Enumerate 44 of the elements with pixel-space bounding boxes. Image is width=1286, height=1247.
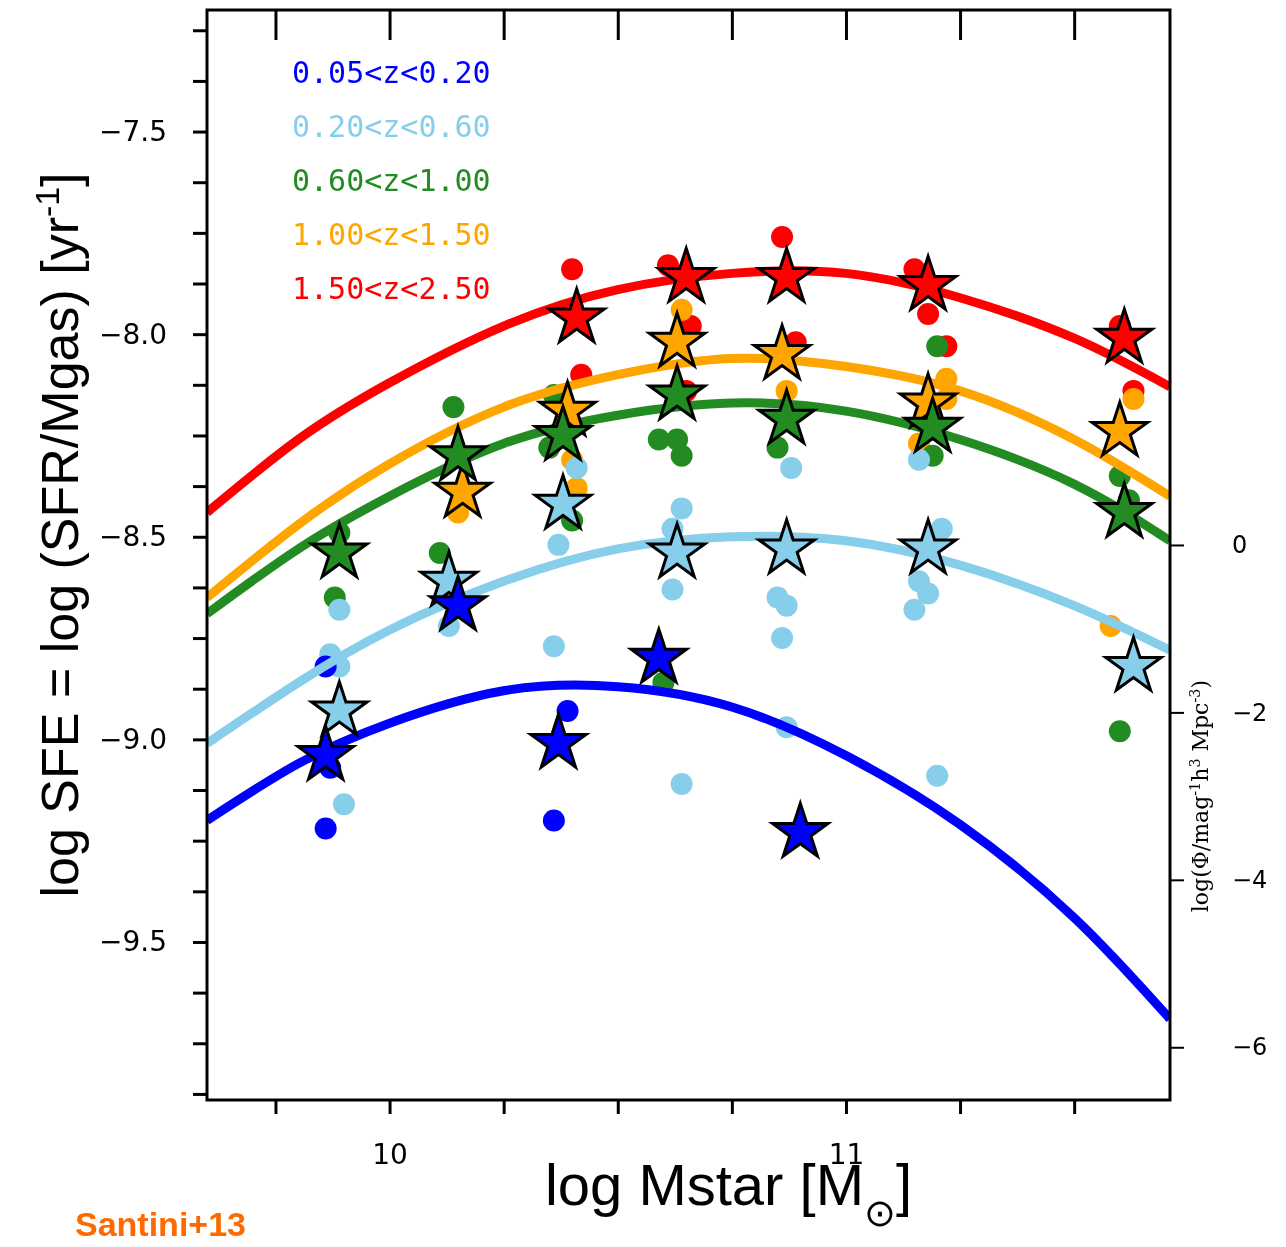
- point: [542, 635, 565, 658]
- point: [926, 764, 949, 787]
- point: [561, 258, 584, 281]
- point: [547, 533, 570, 556]
- y-tick-label: −7.5: [99, 115, 167, 149]
- y2-tick-label: −6: [1232, 1033, 1268, 1062]
- point: [780, 456, 803, 479]
- x-tick-label: 10: [372, 1137, 408, 1171]
- point: [917, 582, 940, 605]
- text: 0.05<z<0.20: [292, 54, 491, 90]
- point: [775, 594, 798, 617]
- series-label: 1.50<z<2.50: [292, 270, 491, 306]
- point: [907, 448, 930, 471]
- point: [926, 335, 949, 358]
- point: [917, 302, 940, 325]
- point: [661, 578, 684, 601]
- point: [332, 793, 355, 816]
- point: [771, 225, 794, 248]
- point: [565, 456, 588, 479]
- point: [903, 598, 926, 621]
- point: [670, 772, 693, 795]
- point: [670, 444, 693, 467]
- point: [930, 517, 953, 540]
- point: [1122, 388, 1145, 410]
- point: [442, 396, 465, 419]
- y2-tick-label: −2: [1232, 698, 1268, 727]
- text: 0.20<z<0.60: [292, 108, 491, 144]
- point: [542, 809, 565, 832]
- y2-tick-label: 0: [1232, 531, 1248, 560]
- point: [670, 497, 693, 520]
- point: [314, 817, 337, 840]
- text: Santini+13: [75, 1205, 247, 1243]
- y-tick-label: −8.5: [99, 520, 167, 554]
- y2-tick-label: −4: [1232, 866, 1268, 894]
- y-tick-label: −8.0: [99, 317, 167, 351]
- y-tick-label: −9.0: [99, 722, 167, 756]
- point: [556, 700, 579, 722]
- text: 0.60<z<1.00: [292, 162, 491, 198]
- text: 1.00<z<1.50: [292, 216, 491, 252]
- y-tick-label: −9.5: [99, 925, 167, 959]
- point: [771, 627, 794, 650]
- point: [647, 428, 670, 451]
- point: [1108, 720, 1131, 743]
- point: [328, 598, 351, 621]
